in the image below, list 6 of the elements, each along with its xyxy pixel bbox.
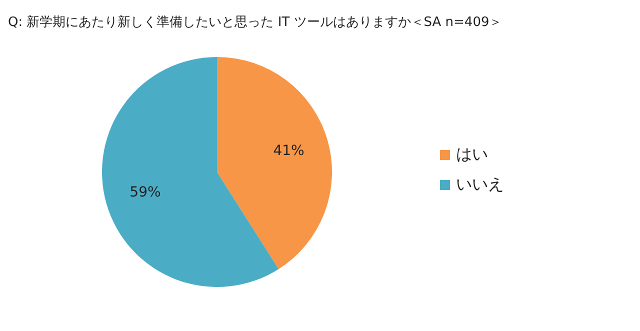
legend-label: いいえ [456, 174, 504, 194]
chart-title: Q: 新学期にあたり新しく準備したいと思った IT ツールはありますか＜SA n=409＞ [8, 15, 502, 30]
legend-label: はい [456, 144, 488, 164]
data-label: 59% [130, 184, 161, 201]
data-label: 41% [273, 142, 304, 159]
pie-slice [217, 57, 332, 270]
